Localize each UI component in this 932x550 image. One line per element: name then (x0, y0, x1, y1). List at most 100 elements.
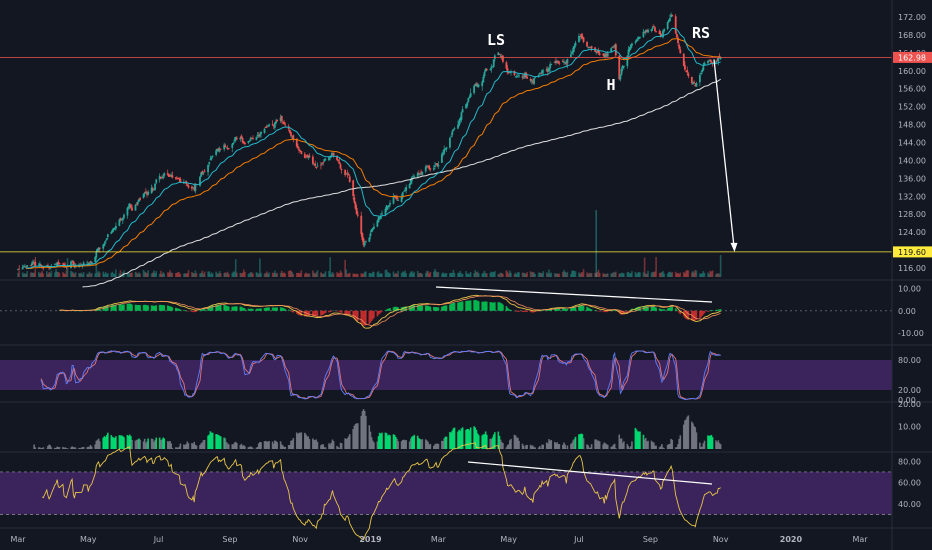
candle-body (104, 242, 107, 244)
candle-body (344, 170, 347, 176)
momentum-bar (499, 439, 502, 449)
candle-body (296, 146, 299, 149)
macd-hist-bar (142, 304, 145, 311)
volume-bar (42, 273, 45, 277)
candle-body (508, 72, 511, 74)
momentum-bar (195, 445, 198, 449)
macd-divergence-line (435, 286, 713, 303)
macd-hist-bar (257, 308, 260, 311)
candle-body (658, 31, 661, 35)
macd-hist-bar (336, 310, 338, 312)
momentum-bar (98, 441, 101, 449)
candle-body (518, 75, 520, 77)
macd-hist-bar (256, 308, 259, 311)
momentum-bar (621, 443, 624, 449)
macd-hist-bar (307, 310, 310, 317)
macd-hist-bar (429, 306, 432, 311)
volume-bar (693, 272, 695, 277)
volume-bar (96, 272, 99, 277)
macd-hist-bar (477, 301, 480, 311)
momentum-bar (279, 441, 282, 449)
volume-bar (669, 271, 671, 277)
macd-hist-bar (563, 308, 565, 311)
macd-hist-bar (217, 304, 220, 311)
macd-hist-bar (160, 304, 162, 311)
macd-hist-bar (465, 300, 467, 311)
volume-bar (233, 271, 236, 277)
momentum-bar (199, 444, 201, 449)
candle-body (129, 204, 132, 208)
ema-50-line (26, 38, 721, 270)
momentum-bar (348, 434, 351, 449)
candle-body (127, 206, 130, 209)
volume-bar (435, 271, 437, 277)
volume-bar (486, 273, 488, 277)
momentum-bar (620, 438, 623, 449)
momentum-bar (545, 442, 548, 449)
macd-hist-bar (380, 310, 382, 313)
momentum-bar (256, 446, 259, 449)
volume-bar (276, 272, 278, 277)
candle-body (459, 118, 462, 121)
momentum-bar (329, 444, 331, 449)
volume-bar (507, 273, 510, 277)
momentum-bar (610, 446, 613, 449)
momentum-bar (654, 445, 656, 449)
volume-bar (177, 272, 179, 277)
volume-bar (365, 271, 367, 277)
momentum-bar (582, 438, 585, 449)
volume-bar (671, 272, 674, 277)
candle-body (72, 261, 75, 266)
volume-bar (548, 269, 550, 277)
momentum-bar (434, 444, 436, 449)
macd-hist-bar (532, 310, 534, 313)
candle-body (89, 261, 92, 263)
macd-hist-bar (718, 309, 721, 311)
macd-hist-bar (305, 310, 307, 317)
volume-bar (336, 272, 338, 277)
momentum-bar (231, 444, 234, 449)
candle-body (379, 215, 382, 220)
candle-body (695, 83, 698, 87)
volume-bar (361, 273, 364, 277)
time-axis[interactable]: Mar May Jul Sep Nov 2019 Mar May Jul Sep Nov 2020 Ma… (10, 535, 868, 544)
volume-bar (308, 273, 311, 277)
volume-bar (434, 268, 436, 277)
momentum-bar (86, 447, 88, 449)
macd-hist-bar (104, 306, 107, 311)
candle-body (701, 69, 704, 73)
candle-body (540, 73, 542, 75)
price-panel[interactable]: LS H RS 116.00120.00124.00128.00132.0013… (0, 12, 932, 288)
price-tick-label: 116.00 (898, 264, 926, 273)
volume-bar (244, 271, 246, 277)
momentum-bar (194, 444, 197, 449)
macd-hist-bar (314, 310, 316, 317)
macd-hist-bar (679, 310, 682, 315)
momentum-bar (110, 435, 113, 449)
macd-hist-bar (644, 306, 647, 311)
macd-hist-bar (597, 310, 600, 312)
volume-bar (22, 273, 25, 277)
macd-hist-bar (412, 305, 414, 311)
candle-body (94, 257, 97, 262)
macd-hist-bar (389, 308, 391, 311)
momentum-bar (693, 426, 695, 449)
volume-bar (376, 272, 379, 277)
volume-bar (586, 272, 588, 277)
volume-bar (356, 273, 359, 277)
volume-bar (541, 273, 543, 277)
candle-body (666, 22, 669, 29)
momentum-bar (240, 443, 243, 449)
candle-body (443, 149, 446, 154)
momentum-bar (81, 447, 84, 449)
macd-hist-bar (362, 310, 365, 326)
